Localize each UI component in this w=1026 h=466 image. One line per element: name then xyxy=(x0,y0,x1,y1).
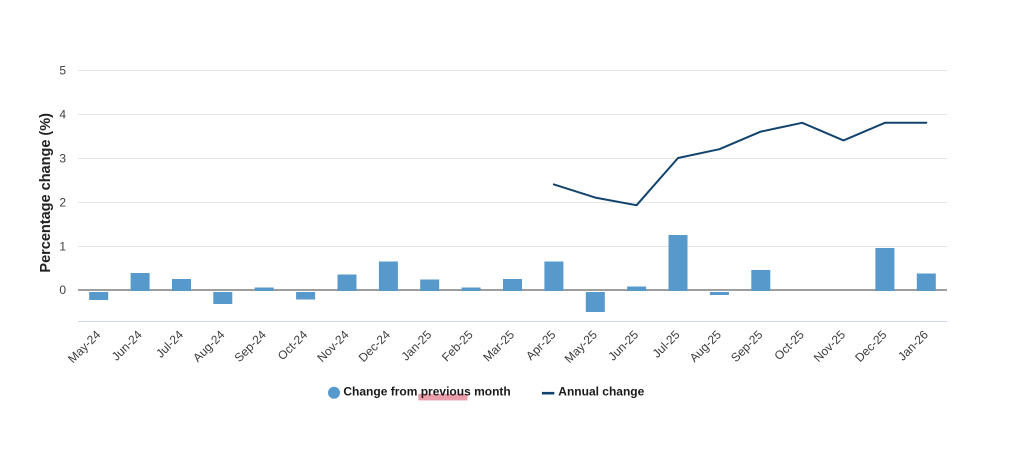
svg-text:2: 2 xyxy=(59,195,66,209)
svg-text:0: 0 xyxy=(59,283,66,297)
svg-text:1: 1 xyxy=(59,239,66,253)
svg-text:3: 3 xyxy=(59,151,66,165)
svg-text:Percentage change (%): Percentage change (%) xyxy=(38,113,54,273)
svg-text:5: 5 xyxy=(59,63,66,77)
svg-text:4: 4 xyxy=(59,107,66,121)
svg-text:Annual change: Annual change xyxy=(558,385,644,399)
svg-text:Change from previous month: Change from previous month xyxy=(343,385,510,399)
